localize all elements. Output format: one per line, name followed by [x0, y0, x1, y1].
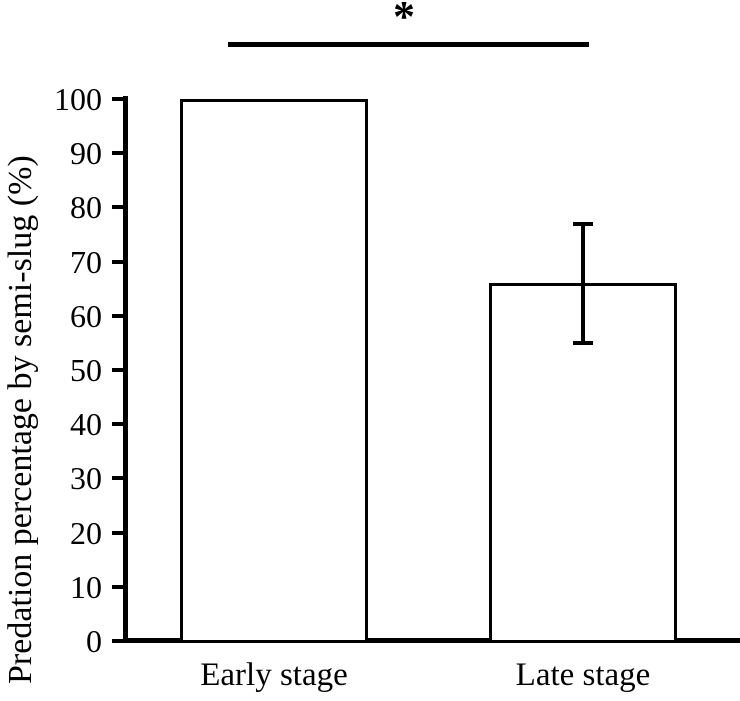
significance-asterisk: * — [393, 0, 415, 41]
x-category-label-late-stage: Late stage — [515, 657, 651, 693]
y-tick-label-50: 50 — [70, 352, 102, 388]
error-bar-cap-top-late-stage — [573, 221, 593, 226]
y-tick-label-90: 90 — [70, 135, 102, 172]
y-tick-label-20: 20 — [70, 514, 102, 551]
y-tick-label-40: 40 — [70, 406, 102, 443]
bar-early-stage — [180, 99, 368, 643]
y-tick-30 — [112, 476, 123, 481]
y-tick-0 — [112, 639, 123, 643]
y-tick-20 — [112, 530, 123, 535]
y-tick-60 — [112, 313, 123, 318]
significance-line — [228, 42, 589, 47]
y-tick-90 — [112, 151, 123, 156]
y-tick-label-10: 10 — [70, 568, 102, 605]
y-tick-100 — [112, 97, 123, 101]
y-tick-40 — [112, 422, 123, 427]
y-tick-label-70: 70 — [70, 243, 102, 280]
y-tick-label-100: 100 — [54, 81, 102, 117]
y-tick-label-0: 0 — [86, 623, 102, 659]
error-bar-cap-bottom-late-stage — [573, 340, 593, 345]
y-tick-80 — [112, 205, 123, 210]
y-tick-10 — [112, 584, 123, 589]
y-tick-label-80: 80 — [70, 189, 102, 226]
y-tick-50 — [112, 368, 123, 372]
y-tick-label-30: 30 — [70, 460, 102, 497]
y-tick-label-60: 60 — [70, 297, 102, 334]
x-axis-line — [123, 638, 740, 643]
y-axis-line — [123, 96, 128, 643]
y-tick-70 — [112, 259, 123, 264]
x-category-label-early-stage: Early stage — [200, 657, 348, 693]
error-bar-line-late-stage — [581, 223, 585, 343]
